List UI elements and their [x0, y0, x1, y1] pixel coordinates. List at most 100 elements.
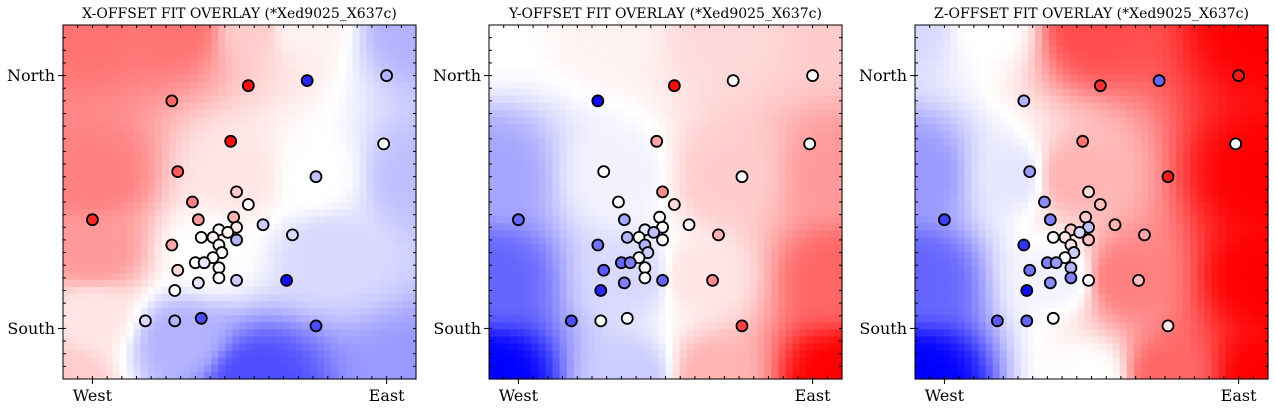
fit-surface-cell: [338, 187, 346, 196]
fit-surface-cell: [394, 350, 403, 359]
fit-surface-cell: [545, 322, 554, 331]
fit-surface-cell: [538, 159, 547, 168]
fit-surface-cell: [154, 102, 163, 111]
fit-surface-cell: [84, 138, 92, 146]
fit-surface-cell: [218, 81, 226, 90]
fit-surface-cell: [616, 25, 624, 33]
fit-surface-cell: [623, 88, 631, 97]
fit-surface-cell: [211, 187, 219, 196]
fit-surface-cell: [91, 364, 99, 373]
fit-surface-cell: [183, 209, 191, 217]
fit-surface-cell: [154, 166, 163, 175]
fit-surface-cell: [552, 364, 561, 373]
fit-surface-cell: [310, 279, 318, 288]
fit-surface-cell: [644, 180, 652, 189]
fit-surface-cell: [764, 102, 772, 111]
fit-surface-cell: [721, 286, 730, 295]
fit-surface-cell: [658, 166, 667, 175]
fit-surface-cell: [91, 46, 99, 54]
fit-surface-cell: [317, 202, 325, 210]
fit-surface-cell: [211, 131, 219, 139]
fit-surface-cell: [799, 272, 808, 281]
fit-surface-cell: [517, 53, 525, 61]
fit-surface-cell: [260, 138, 269, 146]
fit-surface-cell: [140, 336, 149, 345]
fit-surface-cell: [352, 286, 361, 295]
fit-surface-cell: [658, 251, 667, 260]
fit-surface-cell: [204, 166, 212, 175]
fit-surface-cell: [225, 364, 234, 373]
fit-surface-cell: [517, 25, 525, 33]
fit-surface-cell: [679, 202, 688, 210]
fit-surface-cell: [552, 265, 561, 274]
fit-surface-cell: [665, 67, 674, 76]
fit-surface-cell: [729, 39, 737, 47]
fit-surface-cell: [489, 60, 497, 69]
fit-surface-cell: [616, 237, 624, 246]
fit-surface-cell: [538, 350, 547, 359]
fit-surface-cell: [401, 279, 410, 288]
fit-surface-cell: [387, 131, 396, 139]
fit-surface-cell: [105, 308, 114, 316]
fit-surface-cell: [133, 131, 142, 139]
fit-surface-cell: [693, 46, 702, 54]
fit-surface-cell: [496, 67, 504, 76]
fit-surface-cell: [609, 124, 617, 132]
fit-surface-cell: [91, 131, 99, 139]
fit-surface-cell: [785, 166, 794, 175]
fit-surface-cell: [98, 272, 106, 281]
fit-surface-cell: [665, 180, 674, 189]
fit-surface-cell: [799, 138, 808, 146]
fit-surface-cell: [545, 279, 554, 288]
fit-surface-cell: [707, 301, 716, 309]
fit-surface-cell: [531, 209, 540, 217]
fit-surface-cell: [281, 109, 290, 118]
fit-surface-cell: [295, 237, 304, 246]
fit-surface-cell: [503, 308, 511, 316]
fit-surface-cell: [140, 343, 149, 352]
fit-surface-cell: [813, 202, 822, 210]
fit-surface-cell: [401, 244, 410, 253]
fit-surface-cell: [84, 124, 92, 132]
fit-surface-cell: [112, 251, 121, 260]
fit-surface-cell: [524, 187, 532, 196]
data-point: [280, 273, 293, 287]
fit-surface-cell: [154, 237, 163, 246]
fit-surface-cell: [559, 336, 568, 345]
fit-surface-cell: [63, 209, 71, 217]
fit-surface-cell: [552, 301, 561, 309]
fit-surface-cell: [70, 251, 78, 260]
fit-surface-cell: [665, 216, 674, 224]
fit-surface-cell: [373, 173, 382, 182]
fit-surface-cell: [303, 357, 311, 366]
fit-surface-cell: [345, 32, 354, 40]
fit-surface-cell: [260, 364, 269, 373]
fit-surface-cell: [503, 258, 511, 267]
fit-surface-cell: [700, 308, 709, 316]
fit-surface-cell: [147, 109, 156, 118]
fit-surface-cell: [757, 187, 765, 196]
fit-surface-cell: [274, 152, 283, 161]
fit-surface-cell: [408, 343, 417, 352]
fit-surface-cell: [806, 180, 815, 189]
fit-surface-cell: [84, 308, 92, 316]
fit-surface-cell: [736, 336, 744, 345]
fit-surface-cell: [764, 251, 772, 260]
fit-surface-cell: [338, 286, 346, 295]
fit-surface-cell: [345, 223, 354, 231]
fit-surface-cell: [70, 25, 78, 33]
fit-surface-cell: [175, 138, 184, 146]
fit-surface-cell: [510, 88, 518, 97]
fit-surface-cell: [531, 117, 540, 125]
fit-surface-cell: [112, 124, 121, 132]
fit-surface-cell: [721, 258, 730, 267]
fit-surface-cell: [70, 39, 78, 47]
fit-surface-cell: [644, 322, 652, 331]
fit-surface-cell: [175, 294, 184, 302]
fit-surface-cell: [644, 301, 652, 309]
fit-surface-cell: [721, 308, 730, 316]
fit-surface-cell: [366, 166, 375, 175]
fit-surface-cell: [401, 173, 410, 182]
fit-surface-cell: [310, 194, 318, 203]
fit-surface-cell: [792, 308, 801, 316]
